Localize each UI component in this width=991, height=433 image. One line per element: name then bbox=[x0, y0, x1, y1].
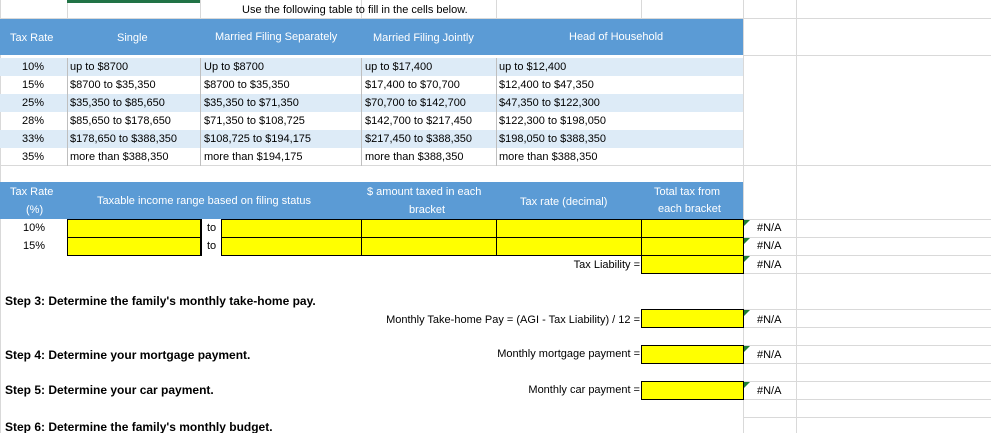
tax-rate-decimal-input-10[interactable] bbox=[496, 219, 642, 238]
header-head-of-household: Head of Household bbox=[569, 31, 664, 43]
range-low-input-10[interactable] bbox=[67, 219, 201, 238]
total-tax-input-10[interactable] bbox=[641, 219, 744, 238]
bracket-separately-cell: $8700 to $35,350 bbox=[204, 79, 290, 91]
calc-rate-15: 15% bbox=[23, 240, 46, 252]
bracket-jointly-cell: more than $388,350 bbox=[365, 151, 464, 163]
header-single: Single bbox=[117, 32, 148, 44]
result-take-home-pay[interactable]: #N/A bbox=[757, 314, 782, 326]
range-high-input-10[interactable] bbox=[221, 219, 362, 238]
header-tax-rate: Tax Rate bbox=[10, 32, 54, 44]
bracket-household-cell: more than $388,350 bbox=[499, 151, 598, 163]
bracket-separately-cell: $35,350 to $71,350 bbox=[204, 97, 299, 109]
bracket-rate-cell: 33% bbox=[22, 133, 45, 145]
to-label-15: to bbox=[207, 240, 217, 252]
take-home-pay-input[interactable] bbox=[641, 309, 744, 328]
bracket-household-cell: up to $12,400 bbox=[499, 61, 567, 73]
bracket-table-header bbox=[0, 19, 743, 55]
calc-header-range: Taxable income range based on filing sta… bbox=[97, 195, 312, 207]
step6-heading: Step 6: Determine the family's monthly b… bbox=[5, 420, 273, 433]
result-tax-liability[interactable]: #N/A bbox=[757, 259, 782, 271]
tax-rate-decimal-input-15[interactable] bbox=[496, 237, 642, 256]
bracket-separately-cell: more than $194,175 bbox=[204, 151, 303, 163]
calc-table-header bbox=[0, 182, 743, 219]
result-row-10[interactable]: #N/A bbox=[757, 222, 782, 234]
step3-heading: Step 3: Determine the family's monthly t… bbox=[5, 294, 316, 308]
bracket-household-cell: $47,350 to $122,300 bbox=[499, 97, 600, 109]
bracket-separately-cell: $108,725 to $194,175 bbox=[204, 133, 312, 145]
bracket-household-cell: $122,300 to $198,050 bbox=[499, 115, 607, 127]
amount-taxed-input-15[interactable] bbox=[361, 237, 497, 256]
result-mortgage-payment[interactable]: #N/A bbox=[757, 349, 782, 361]
bracket-single-cell: more than $388,350 bbox=[70, 151, 169, 163]
result-row-15[interactable]: #N/A bbox=[757, 240, 782, 252]
header-married-separately: Married Filing Separately bbox=[215, 31, 338, 43]
calc-header-amount-1: $ amount taxed in each bbox=[367, 186, 482, 198]
bracket-jointly-cell: $217,450 to $388,350 bbox=[365, 133, 473, 145]
step5-heading: Step 5: Determine your car payment. bbox=[5, 383, 214, 397]
bracket-single-cell: $178,650 to $388,350 bbox=[70, 133, 178, 145]
calc-header-total-1: Total tax from bbox=[654, 186, 721, 198]
car-payment-input[interactable] bbox=[641, 381, 744, 400]
range-high-input-15[interactable] bbox=[221, 237, 362, 256]
bracket-rate-cell: 25% bbox=[22, 97, 45, 109]
calc-header-amount-2: bracket bbox=[409, 204, 446, 216]
instruction-text: Use the following table to fill in the c… bbox=[242, 4, 468, 16]
bracket-jointly-cell: $70,700 to $142,700 bbox=[365, 97, 466, 109]
step3-formula-label: Monthly Take-home Pay = (AGI - Tax Liabi… bbox=[386, 314, 640, 326]
header-married-jointly: Married Filing Jointly bbox=[373, 32, 474, 44]
bracket-rate-cell: 28% bbox=[22, 115, 45, 127]
calc-header-decimal: Tax rate (decimal) bbox=[520, 196, 608, 208]
bracket-single-cell: $8700 to $35,350 bbox=[70, 79, 156, 91]
bracket-rate-cell: 10% bbox=[22, 61, 45, 73]
selection-indicator bbox=[67, 0, 200, 3]
bracket-single-cell: up to $8700 bbox=[70, 61, 129, 73]
calc-header-total-2: each bracket bbox=[658, 203, 721, 215]
calc-header-rate: Tax Rate bbox=[10, 186, 54, 198]
mortgage-payment-input[interactable] bbox=[641, 345, 744, 364]
bracket-household-cell: $12,400 to $47,350 bbox=[499, 79, 594, 91]
bracket-single-cell: $85,650 to $178,650 bbox=[70, 115, 171, 127]
to-label-10: to bbox=[207, 222, 217, 234]
amount-taxed-input-10[interactable] bbox=[361, 219, 497, 238]
step5-label: Monthly car payment = bbox=[528, 384, 640, 396]
calc-rate-10: 10% bbox=[23, 222, 46, 234]
bracket-single-cell: $35,350 to $85,650 bbox=[70, 97, 165, 109]
step4-heading: Step 4: Determine your mortgage payment. bbox=[5, 348, 251, 362]
bracket-rate-cell: 15% bbox=[22, 79, 45, 91]
calc-header-rate-pct: (%) bbox=[26, 204, 44, 216]
result-car-payment[interactable]: #N/A bbox=[757, 385, 782, 397]
bracket-separately-cell: Up to $8700 bbox=[204, 61, 264, 73]
step4-label: Monthly mortgage payment = bbox=[497, 348, 640, 360]
tax-liability-label: Tax Liability = bbox=[573, 259, 640, 271]
total-tax-input-15[interactable] bbox=[641, 237, 744, 256]
bracket-jointly-cell: $17,400 to $70,700 bbox=[365, 79, 460, 91]
bracket-jointly-cell: up to $17,400 bbox=[365, 61, 433, 73]
bracket-separately-cell: $71,350 to $108,725 bbox=[204, 115, 305, 127]
bracket-jointly-cell: $142,700 to $217,450 bbox=[365, 115, 473, 127]
bracket-rate-cell: 35% bbox=[22, 151, 45, 163]
tax-liability-input[interactable] bbox=[641, 255, 744, 274]
range-low-input-15[interactable] bbox=[67, 237, 201, 256]
bracket-household-cell: $198,050 to $388,350 bbox=[499, 133, 607, 145]
